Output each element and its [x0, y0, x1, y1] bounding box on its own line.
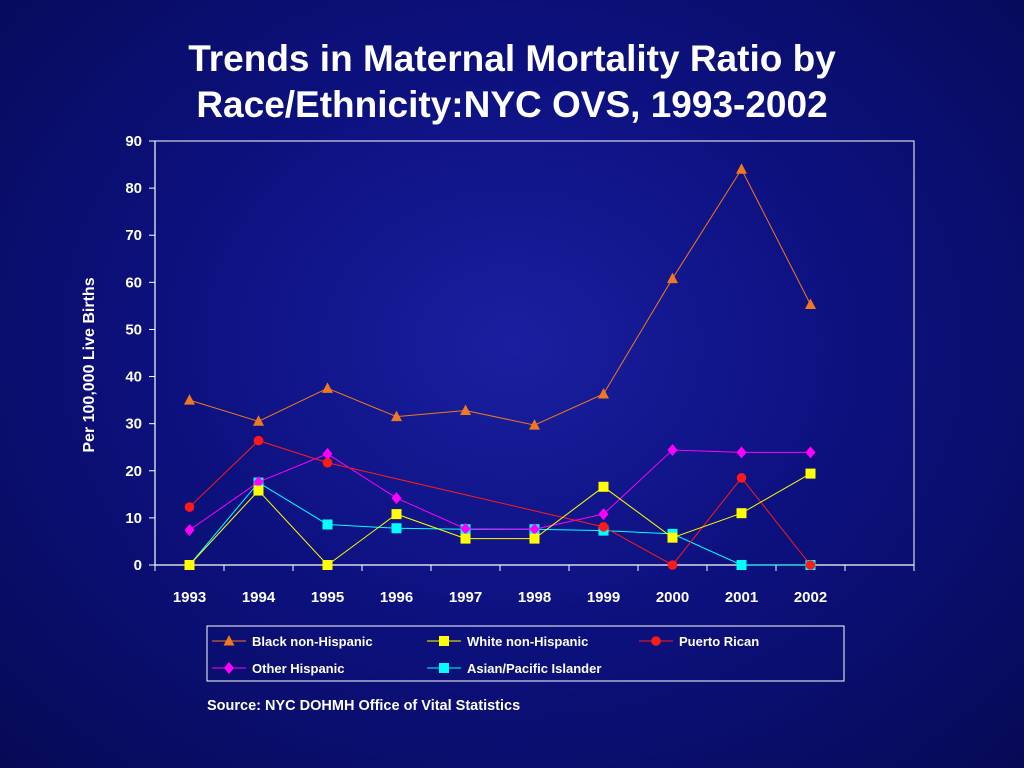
y-tick-label: 80: [125, 180, 142, 197]
data-point: [736, 473, 747, 483]
data-point: [667, 272, 678, 284]
legend: Black non-Hispanic White non-Hispanic Puer…: [206, 625, 845, 682]
data-point: [184, 560, 195, 570]
legend-swatch-marker: [223, 635, 235, 646]
data-point: [253, 435, 264, 446]
x-tick-label: 1995: [311, 589, 344, 606]
legend-label: White non-Hispanic: [467, 634, 588, 649]
x-tick-label: 2000: [656, 589, 689, 606]
legend-item: Black non-Hispanic: [212, 634, 373, 649]
series-asian-pacific-islander: [184, 477, 816, 570]
chart-title-line-1: Trends in Maternal Mortality Ratio by: [188, 38, 836, 79]
series-white-non-hispanic: [184, 468, 816, 570]
data-point: [184, 524, 195, 537]
series-line: [189, 168, 811, 426]
data-point: [598, 508, 609, 521]
y-axis: 0 10 20 30 40 50 60 70 80 90: [125, 133, 156, 574]
x-tick-label: 1998: [518, 589, 551, 606]
series-other-hispanic: [184, 444, 816, 537]
data-point: [184, 502, 195, 512]
data-point: [667, 560, 678, 570]
legend-item: Asian/Pacific Islander: [427, 661, 601, 676]
data-point: [598, 387, 609, 399]
data-point: [391, 523, 402, 534]
legend-label: Other Hispanic: [252, 661, 344, 676]
legend-swatch-marker: [439, 663, 449, 673]
legend-item: White non-Hispanic: [427, 634, 588, 649]
y-tick-label: 50: [125, 321, 142, 338]
data-point: [460, 522, 471, 535]
data-point: [598, 522, 609, 532]
y-tick-label: 0: [134, 557, 142, 574]
series-black-non-hispanic: [184, 163, 816, 430]
x-tick-label: 1996: [380, 589, 413, 606]
data-point: [736, 446, 747, 459]
data-point: [253, 476, 264, 489]
y-tick-label: 40: [125, 369, 142, 386]
y-tick-label: 20: [125, 463, 142, 480]
legend-label: Puerto Rican: [679, 634, 759, 649]
data-point: [253, 485, 264, 496]
data-point: [322, 457, 333, 468]
chart-title-line-2: Race/Ethnicity:NYC OVS, 1993-2002: [196, 84, 828, 125]
data-point: [736, 560, 747, 570]
data-point: [805, 560, 816, 570]
legend-box: [206, 625, 845, 682]
data-point: [667, 532, 678, 543]
data-point: [460, 533, 471, 544]
source-note: Source: NYC DOHMH Office of Vital Statis…: [207, 698, 521, 714]
legend-label: Black non-Hispanic: [252, 634, 373, 649]
data-point: [805, 446, 816, 459]
data-point: [322, 447, 333, 460]
x-axis: 1993 1994 1995 1996 1997 1998 1999 2000 2001 2002: [154, 564, 915, 606]
series-line: [189, 440, 811, 566]
legend-item: Other Hispanic: [212, 661, 344, 676]
legend-swatch-marker: [651, 636, 661, 646]
series-puerto-rican: [184, 435, 816, 570]
x-tick-label: 1999: [587, 589, 620, 606]
data-point: [322, 382, 333, 393]
data-point: [598, 481, 609, 492]
x-tick-label: 1993: [173, 589, 206, 606]
data-point: [322, 519, 333, 530]
legend-item: Puerto Rican: [639, 634, 759, 649]
legend-swatch-marker: [224, 662, 234, 674]
x-tick-label: 1997: [449, 589, 482, 606]
x-tick-label: 1994: [242, 589, 276, 606]
data-point: [322, 560, 333, 570]
data-point: [529, 523, 540, 536]
x-tick-label: 2002: [794, 589, 827, 606]
series-line: [189, 481, 811, 566]
data-point: [184, 394, 195, 405]
series-layer: [184, 163, 816, 570]
data-point: [391, 410, 402, 422]
data-point: [391, 509, 402, 520]
y-axis-label: Per 100,000 Live Births: [81, 277, 98, 452]
x-tick-label: 2001: [725, 589, 758, 606]
legend-swatch-marker: [439, 636, 449, 646]
y-tick-label: 30: [125, 416, 142, 433]
data-point: [529, 419, 540, 430]
data-point: [736, 508, 747, 519]
data-point: [805, 298, 816, 309]
data-point: [667, 444, 678, 457]
y-tick-label: 70: [125, 227, 142, 244]
data-point: [460, 404, 471, 415]
legend-label: Asian/Pacific Islander: [467, 661, 601, 676]
data-point: [736, 163, 747, 174]
data-point: [529, 533, 540, 544]
y-tick-label: 10: [125, 510, 142, 527]
data-point: [391, 492, 402, 505]
series-line: [189, 473, 811, 566]
y-tick-label: 60: [125, 274, 142, 291]
chart-title: Trends in Maternal Mortality Ratio by Ra…: [0, 36, 1024, 128]
series-line: [189, 449, 811, 531]
data-point: [253, 415, 264, 426]
y-tick-label: 90: [125, 133, 142, 150]
data-point: [805, 468, 816, 479]
